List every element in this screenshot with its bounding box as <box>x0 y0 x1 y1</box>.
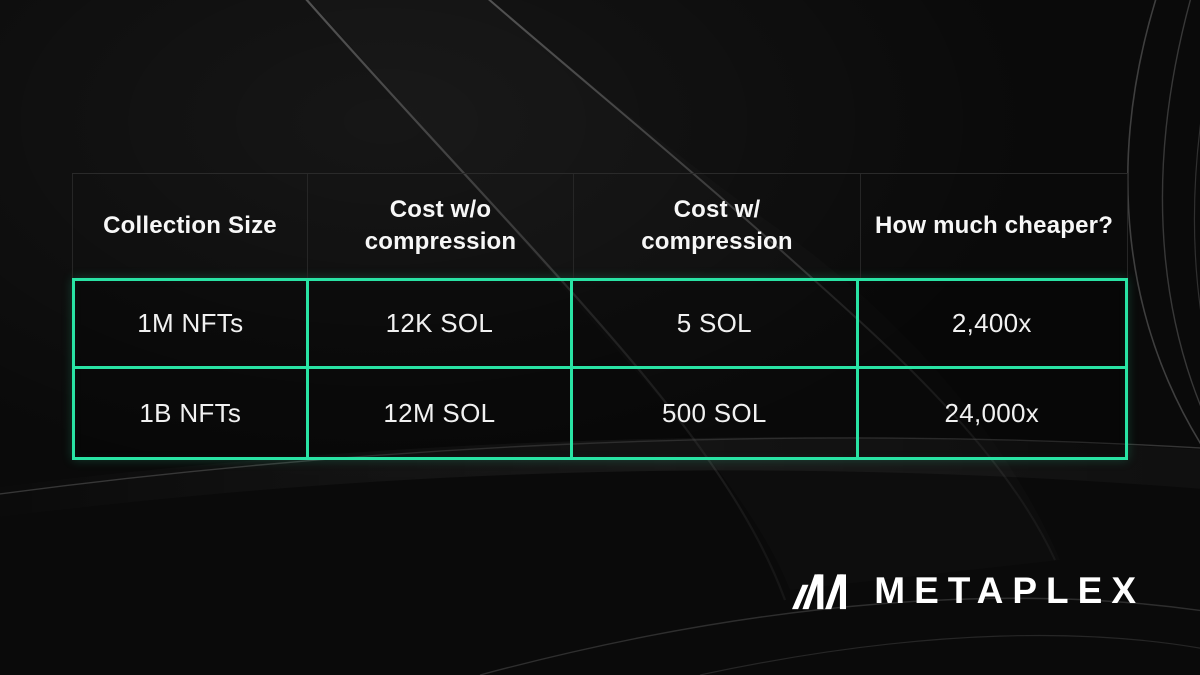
cell-collection-size-1m: 1M NFTs <box>75 281 309 369</box>
cell-collection-size-1b: 1B NFTs <box>75 369 309 457</box>
cost-comparison-table: Collection Size Cost w/o compression Cos… <box>72 173 1128 460</box>
table-header-row: Collection Size Cost w/o compression Cos… <box>72 173 1128 278</box>
cell-cost-without-1b: 12M SOL <box>308 369 574 457</box>
header-cell-cost-with-compression: Cost w/ compression <box>573 174 860 278</box>
metaplex-m-icon <box>792 574 847 610</box>
metaplex-logo: METAPLEX <box>792 570 1136 610</box>
header-cell-collection-size: Collection Size <box>72 174 307 278</box>
cell-cost-with-1m: 5 SOL <box>573 281 859 369</box>
cell-cheaper-1b: 24,000x <box>858 369 1125 457</box>
cell-cheaper-1m: 2,400x <box>858 281 1125 369</box>
cell-cost-with-1b: 500 SOL <box>573 369 859 457</box>
metaplex-wordmark: METAPLEX <box>874 569 1145 611</box>
header-cell-cost-without-compression: Cost w/o compression <box>307 174 573 278</box>
cell-cost-without-1m: 12K SOL <box>308 281 574 369</box>
header-cell-how-much-cheaper: How much cheaper? <box>860 174 1128 278</box>
table-body: 1M NFTs 12K SOL 5 SOL 2,400x 1B NFTs 12M… <box>72 278 1128 460</box>
